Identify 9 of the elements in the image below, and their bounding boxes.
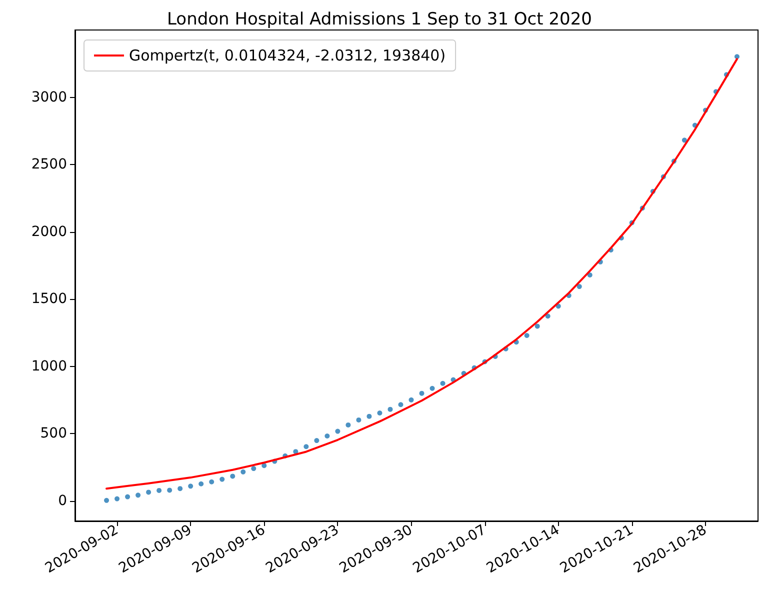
y-tick-label: 500 (40, 426, 67, 442)
y-tick-label: 0 (58, 492, 67, 509)
y-tick-label: 2500 (31, 156, 67, 173)
y-tick-label: 2000 (31, 224, 67, 240)
y-tick-label: 1500 (31, 291, 67, 308)
legend-label: Gompertz(t, 0.0104324, -2.0312, 193840) (129, 46, 446, 64)
chart-title: London Hospital Admissions 1 Sep to 31 Oct 2020 (167, 10, 592, 30)
y-tick-label: 3000 (31, 89, 67, 106)
y-tick-label: 1000 (31, 358, 67, 374)
